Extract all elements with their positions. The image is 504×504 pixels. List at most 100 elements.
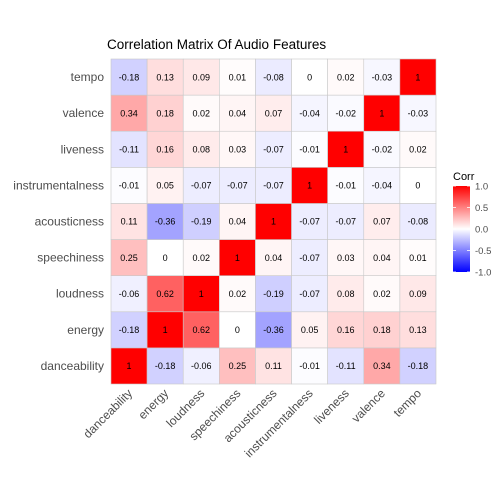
cell-value-energy-valence: 0.18 <box>373 325 391 335</box>
cell-value-energy-speechiness: 0 <box>235 325 240 335</box>
heatmap-cell-speechiness-tempo <box>399 239 437 276</box>
cell-value-acousticness-acousticness: 1 <box>271 217 276 227</box>
heatmap-cell-danceability-instrumentalness <box>291 347 328 385</box>
cell-value-loudness-speechiness: 0.02 <box>229 289 247 299</box>
cell-value-loudness-danceability: -0.06 <box>119 289 140 299</box>
cell-value-speechiness-loudness: 0.02 <box>193 253 211 263</box>
y-tick-label-loudness: loudness <box>56 287 104 301</box>
cell-value-loudness-tempo: 0.09 <box>409 289 427 299</box>
color-legend: Corr 1.0 0.5 0.0 -0.5 -1.0 <box>453 171 491 278</box>
cell-value-energy-acousticness: -0.36 <box>263 325 284 335</box>
legend-tick-label: 0.0 <box>475 224 488 235</box>
heatmap-cell-liveness-speechiness <box>219 130 256 168</box>
cell-value-tempo-energy: 0.13 <box>156 72 174 82</box>
heatmap-cell-liveness-tempo <box>399 130 437 168</box>
cell-value-tempo-instrumentalness: 0 <box>307 72 312 82</box>
cell-value-acousticness-loudness: -0.19 <box>191 217 212 227</box>
cell-value-acousticness-instrumentalness: -0.07 <box>299 217 320 227</box>
cell-value-speechiness-tempo: 0.01 <box>409 253 427 263</box>
heatmap-cell-liveness-liveness <box>327 130 365 168</box>
cell-value-valence-energy: 0.18 <box>156 108 174 118</box>
heatmap-cell-liveness-instrumentalness <box>291 130 328 168</box>
cell-value-danceability-instrumentalness: -0.01 <box>299 361 320 371</box>
heatmap-cell-tempo-energy <box>146 58 184 96</box>
cell-value-speechiness-energy: 0 <box>163 253 168 263</box>
cell-value-liveness-instrumentalness: -0.01 <box>299 144 320 154</box>
cell-value-liveness-loudness: 0.08 <box>193 144 211 154</box>
cell-value-acousticness-danceability: 0.11 <box>121 217 138 227</box>
heatmap-cell-tempo-tempo <box>399 58 437 96</box>
legend-tick-label: 0.5 <box>475 203 488 214</box>
heatmap-cell-tempo-speechiness <box>219 58 256 96</box>
cell-value-loudness-loudness: 1 <box>199 289 204 299</box>
y-tick-label-acousticness: acousticness <box>35 215 104 229</box>
cell-value-instrumentalness-tempo: 0 <box>415 181 420 191</box>
cell-value-energy-loudness: 0.62 <box>193 325 211 335</box>
y-tick-label-speechiness: speechiness <box>37 251 104 265</box>
cell-value-liveness-acousticness: -0.07 <box>263 144 284 154</box>
heatmap-cell-liveness-loudness <box>182 130 220 168</box>
cell-value-loudness-instrumentalness: -0.07 <box>299 289 320 299</box>
heatmap-cell-tempo-instrumentalness <box>291 58 328 96</box>
cell-value-instrumentalness-acousticness: -0.07 <box>263 181 284 191</box>
cell-value-loudness-energy: 0.62 <box>156 289 174 299</box>
cell-value-energy-energy: 1 <box>163 325 168 335</box>
cell-value-instrumentalness-danceability: -0.01 <box>119 181 140 191</box>
cell-value-energy-tempo: 0.13 <box>409 325 427 335</box>
heatmap-cell-danceability-energy <box>146 347 184 385</box>
legend-title: Corr <box>453 171 475 183</box>
cell-value-speechiness-instrumentalness: -0.07 <box>299 253 320 263</box>
cell-value-tempo-speechiness: 0.01 <box>229 72 247 82</box>
x-tick-label-tempo: tempo <box>391 386 425 420</box>
cell-value-instrumentalness-liveness: -0.01 <box>335 181 356 191</box>
heatmap-cell-loudness-tempo <box>399 275 437 313</box>
cell-value-tempo-tempo: 1 <box>415 72 420 82</box>
heatmap-cell-loudness-liveness <box>327 275 365 313</box>
heatmap-cell-speechiness-danceability <box>110 239 148 276</box>
cell-value-valence-loudness: 0.02 <box>193 108 211 118</box>
x-axis-labels: danceability energyloudnessspeechinessaco… <box>80 386 424 460</box>
heatmap-cell-danceability-danceability <box>110 347 148 385</box>
heatmap-cell-acousticness-energy <box>146 203 184 240</box>
heatmap-cell-valence-acousticness <box>255 94 292 132</box>
y-tick-label-liveness: liveness <box>61 142 104 156</box>
heatmap-cell-liveness-danceability <box>110 130 148 168</box>
cell-value-valence-instrumentalness: -0.04 <box>299 108 320 118</box>
heatmap-cell-acousticness-speechiness <box>219 203 256 240</box>
cell-value-liveness-danceability: -0.11 <box>119 144 139 154</box>
cell-value-danceability-tempo: -0.18 <box>408 361 429 371</box>
heatmap-cell-liveness-acousticness <box>255 130 292 168</box>
cell-value-danceability-valence: 0.34 <box>373 361 391 371</box>
cell-value-instrumentalness-speechiness: -0.07 <box>227 181 248 191</box>
heatmap-cell-speechiness-energy <box>146 239 184 276</box>
heatmap-cell-danceability-acousticness <box>255 347 292 385</box>
cell-value-danceability-speechiness: 0.25 <box>229 361 247 371</box>
cell-value-liveness-energy: 0.16 <box>156 144 174 154</box>
x-tick-label-instrumentalness: instrumentalness <box>242 386 316 460</box>
legend-tick-label: -1.0 <box>475 267 491 278</box>
cell-value-energy-liveness: 0.16 <box>337 325 355 335</box>
cell-value-liveness-valence: -0.02 <box>372 144 393 154</box>
cell-value-instrumentalness-loudness: -0.07 <box>191 181 212 191</box>
y-tick-label-energy: energy <box>67 323 104 337</box>
cell-value-speechiness-valence: 0.04 <box>373 253 391 263</box>
legend-tick-label: 1.0 <box>475 181 488 192</box>
y-tick-label-valence: valence <box>63 106 105 120</box>
cell-value-tempo-acousticness: -0.08 <box>263 72 284 82</box>
heatmap-cell-instrumentalness-tempo <box>399 167 437 204</box>
heatmap-cell-instrumentalness-acousticness <box>255 167 292 204</box>
heatmap-cell-valence-liveness <box>327 94 365 132</box>
heatmap-cell-loudness-energy <box>146 275 184 313</box>
legend-ticks: 1.0 0.5 0.0 -0.5 -1.0 <box>453 181 491 278</box>
legend-colorbar <box>453 186 470 272</box>
cell-value-loudness-valence: 0.02 <box>373 289 391 299</box>
heatmap-cell-tempo-danceability <box>110 58 148 96</box>
cell-value-instrumentalness-energy: 0.05 <box>156 181 174 191</box>
cell-value-acousticness-tempo: -0.08 <box>408 217 429 227</box>
heatmap-cell-energy-speechiness <box>219 311 256 349</box>
cell-value-instrumentalness-instrumentalness: 1 <box>307 181 312 191</box>
cell-value-danceability-loudness: -0.06 <box>191 361 212 371</box>
chart-title: Correlation Matrix Of Audio Features <box>107 37 326 52</box>
heatmap-cells: 1 -0.18 -0.06 0.25 0.11 -0.01 -0.11 0.34 -0.18 -0… <box>110 58 437 385</box>
